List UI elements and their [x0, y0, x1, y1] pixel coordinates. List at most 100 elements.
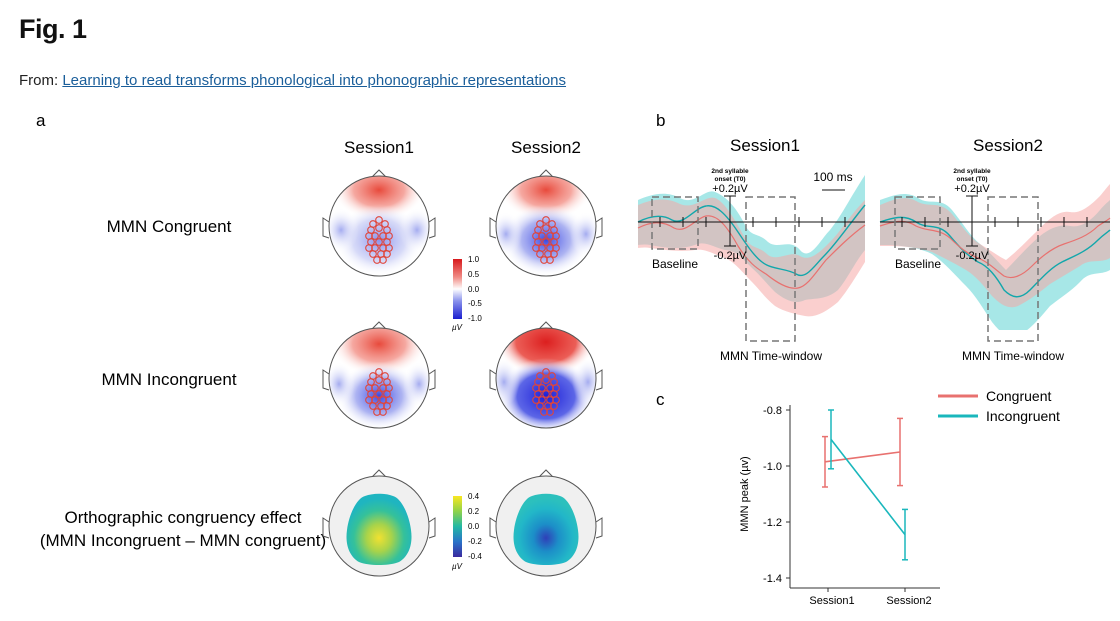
row-label-effect-line2: (MMN Incongruent – MMN congruent): [40, 531, 326, 550]
baseline-window-session2: [894, 196, 941, 250]
electrode-marker: [375, 390, 383, 398]
electrode-marker: [538, 384, 546, 392]
erp-title-session1: Session1: [730, 136, 800, 155]
onset-label-session1-line2: onset (T0): [714, 176, 745, 183]
y-tick-label: -0.8: [763, 405, 782, 417]
row-label-mmn-incongruent: MMN Incongruent: [101, 370, 236, 389]
window-label-session1: MMN Time-window: [720, 349, 822, 363]
electrode-marker: [371, 232, 379, 240]
x-tick-label: Session2: [886, 595, 931, 607]
x-tick-label: Session1: [809, 595, 854, 607]
topomap-incongruent-session1: [322, 321, 436, 429]
electrode-marker: [546, 232, 554, 240]
topomap-congruent-session2: [489, 169, 603, 277]
onset-label-session2: 2nd syllable: [953, 168, 991, 175]
electrode-marker: [375, 368, 383, 376]
colorbar-unit: µV: [452, 562, 463, 571]
row-label-mmn-congruent: MMN Congruent: [107, 217, 232, 236]
neg-scale-session2: -0.2µV: [956, 250, 989, 262]
electrode-marker: [383, 402, 391, 410]
electrode-marker: [542, 376, 550, 384]
electrode-marker: [550, 250, 558, 258]
topomap-effect-session2: [489, 469, 603, 577]
electrode-marker: [550, 402, 558, 410]
time-scale-label: 100 ms: [813, 170, 852, 184]
electrode-marker: [538, 232, 546, 240]
mmn-peak-chart: -0.8 -1.0 -1.2 -1.4 Session1 Session2 MMN peak…: [739, 388, 1060, 607]
electrode-marker: [546, 256, 554, 264]
mmn-window-session2: [987, 196, 1039, 342]
colorbar-tick: -0.4: [468, 552, 482, 561]
panel-c: c -0.8 -1.0 -1.2 -1.4 Session1 Session2 MMN pe…: [656, 388, 1060, 607]
panel-b: b Session1 Session2: [637, 111, 1111, 363]
panel-b-label: b: [656, 111, 665, 130]
y-axis-label: MMN peak (µv): [739, 456, 751, 531]
electrode-marker: [540, 408, 548, 416]
electrode-marker: [369, 402, 377, 410]
source-line: From: Learning to read transforms phonol…: [19, 72, 566, 89]
colorbar-tick: 0.0: [468, 522, 480, 531]
electrode-marker: [375, 216, 383, 224]
electrode-marker: [542, 216, 550, 224]
electrode-marker: [546, 384, 554, 392]
colorbar-tick: 0.4: [468, 492, 480, 501]
row-label-effect-line1: Orthographic congruency effect: [65, 508, 302, 527]
colorbar-tick: -1.0: [468, 314, 482, 323]
topomap-incongruent-session2: [489, 321, 603, 429]
electrode-marker: [365, 244, 373, 252]
mmn-window-session1: [745, 196, 796, 342]
erp-wave-congruent-session1: [637, 215, 866, 289]
electrode-marker: [542, 390, 550, 398]
series-line-congruent: [824, 451, 901, 463]
electrode-marker: [540, 256, 548, 264]
erp-axes-session2: [880, 195, 1110, 247]
series-line-incongruent: [830, 438, 906, 536]
y-tick-label: -1.4: [763, 573, 782, 585]
y-tick-label: -1.2: [763, 517, 782, 529]
figure-title: Fig. 1: [19, 14, 87, 44]
colorbar-tick: -0.2: [468, 537, 482, 546]
electrode-marker: [542, 238, 550, 246]
erp-waveforms: [637, 175, 1111, 330]
electrode-marker: [532, 396, 540, 404]
colorbar-unit: µV: [452, 323, 463, 332]
electrode-cluster: [365, 368, 393, 416]
erp-title-session2: Session2: [973, 136, 1043, 155]
colorbar-tick: 0.2: [468, 507, 480, 516]
window-label-session2: MMN Time-window: [962, 349, 1064, 363]
legend-label: Congruent: [986, 388, 1051, 404]
electrode-marker: [542, 224, 550, 232]
electrode-marker: [379, 408, 387, 416]
pos-scale-session2: +0.2µV: [954, 183, 990, 195]
panel-a-label: a: [36, 111, 46, 130]
column-header-session2: Session2: [511, 138, 581, 157]
electrode-cluster: [365, 216, 393, 264]
electrode-marker: [365, 396, 373, 404]
from-label: From:: [19, 72, 59, 89]
colorbar-tick: 1.0: [468, 255, 480, 264]
topomap-effect-session1: [322, 469, 436, 577]
pos-scale-session1: +0.2µV: [712, 183, 748, 195]
electrode-marker: [379, 256, 387, 264]
electrode-marker: [375, 224, 383, 232]
electrode-marker: [371, 384, 379, 392]
colorbar-mmn: 1.0 0.5 0.0 -0.5 -1.0 µV: [452, 255, 482, 332]
erp-wave-congruent-session2: [879, 217, 1111, 279]
dashed-windows: [651, 196, 1039, 342]
erp-wave-incongruent-session1: [637, 204, 866, 277]
electrode-marker: [536, 402, 544, 410]
baseline-label-session2: Baseline: [895, 257, 941, 271]
legend-label: Incongruent: [986, 408, 1060, 424]
article-link[interactable]: Learning to read transforms phonological…: [62, 72, 567, 89]
erp-band-congruent-session1: [638, 197, 865, 317]
electrode-marker: [379, 384, 387, 392]
electrode-marker: [373, 256, 381, 264]
electrode-marker: [383, 250, 391, 258]
colorbar-effect: 0.4 0.2 0.0 -0.2 -0.4 µV: [452, 492, 482, 571]
panel-c-label: c: [656, 390, 665, 409]
erp-wave-incongruent-session2: [879, 216, 1111, 298]
panel-a: a Session1 Session2 MMN Congruent MMN In…: [36, 111, 603, 577]
column-header-session1: Session1: [344, 138, 414, 157]
electrode-marker: [369, 250, 377, 258]
